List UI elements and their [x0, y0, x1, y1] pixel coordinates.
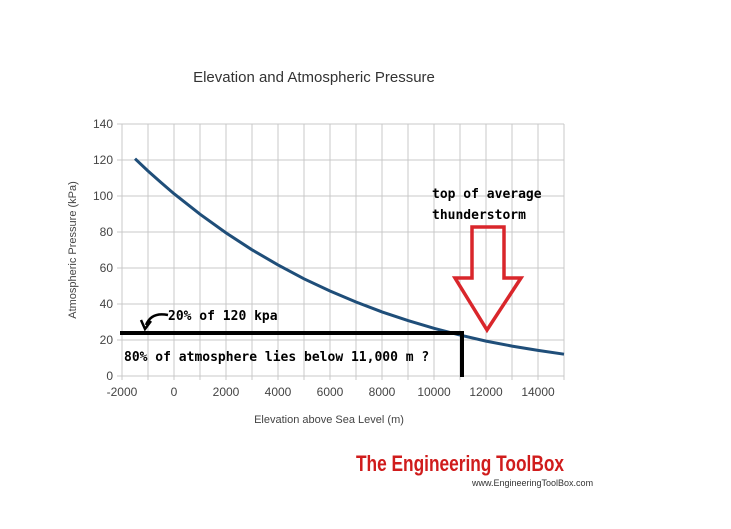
x-tick-label: 8000 [369, 385, 396, 399]
threshold-annotation: 20% of 120 kpa 80% of atmosphere lies be… [120, 309, 464, 377]
y-tick-label: 20 [100, 333, 114, 347]
x-tick-label: -2000 [107, 385, 138, 399]
y-axis-label: Atmospheric Pressure (kPa) [67, 181, 79, 319]
annotation-80pct: 80% of atmosphere lies below 11,000 m ? [124, 350, 429, 365]
storm-label-1: top of average [432, 187, 542, 202]
x-tick-label: 12000 [469, 385, 503, 399]
y-tick-label: 40 [100, 297, 114, 311]
y-tick-label: 120 [93, 153, 113, 167]
annotation-20pct: 20% of 120 kpa [168, 309, 278, 324]
down-arrow-icon [451, 225, 525, 334]
chart-title: Elevation and Atmospheric Pressure [193, 69, 435, 86]
site-url: www.EngineeringToolBox.com [471, 478, 593, 488]
x-axis-label: Elevation above Sea Level (m) [254, 414, 404, 426]
x-tick-label: 14000 [521, 385, 555, 399]
x-tick-label: 2000 [213, 385, 240, 399]
x-tick-label: 0 [171, 385, 178, 399]
pressure-curve [133, 157, 565, 356]
y-tick-label: 100 [93, 189, 113, 203]
y-tick-label: 140 [93, 117, 113, 131]
storm-annotation: top of average thunderstorm [432, 187, 542, 334]
small-arrow-icon [139, 313, 169, 332]
x-tick-label: 10000 [417, 385, 451, 399]
y-tick-label: 0 [106, 369, 113, 383]
y-tick-label: 80 [100, 225, 114, 239]
x-tick-label: 6000 [317, 385, 344, 399]
logo: The Engineering ToolBox [356, 451, 565, 476]
y-tick-label: 60 [100, 261, 114, 275]
x-tick-label: 4000 [265, 385, 292, 399]
storm-label-2: thunderstorm [432, 208, 526, 223]
